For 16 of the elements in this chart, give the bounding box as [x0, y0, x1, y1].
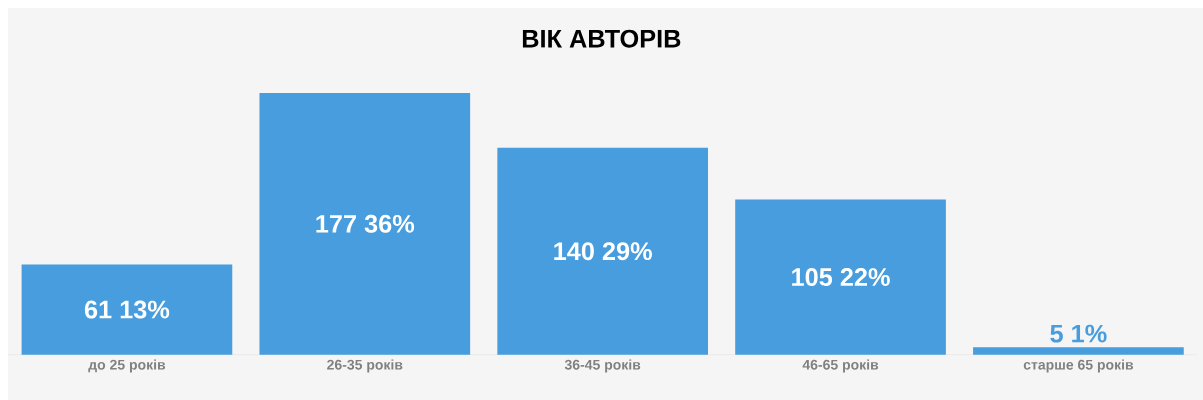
bar: [973, 347, 1184, 355]
data-label: 5 1%: [1050, 324, 1107, 343]
bar: [21, 264, 233, 355]
x-tick-label: 36-45 років: [564, 359, 641, 373]
x-tick-label: старше 65 років: [1023, 359, 1134, 373]
bar: [735, 199, 946, 355]
data-label: 140 29%: [554, 242, 652, 261]
data-label: 177 36%: [316, 214, 415, 233]
data-label: 61 13%: [84, 300, 170, 319]
x-tick-label: 46-65 років: [802, 359, 879, 373]
bar: [259, 93, 471, 355]
bar: [497, 147, 709, 355]
x-tick-label: 26-35 років: [327, 359, 403, 373]
data-label: 105 22%: [792, 268, 890, 287]
chart-title: ВІК АВТОРІВ: [522, 29, 681, 48]
x-tick-label: до 25 років: [88, 359, 166, 373]
